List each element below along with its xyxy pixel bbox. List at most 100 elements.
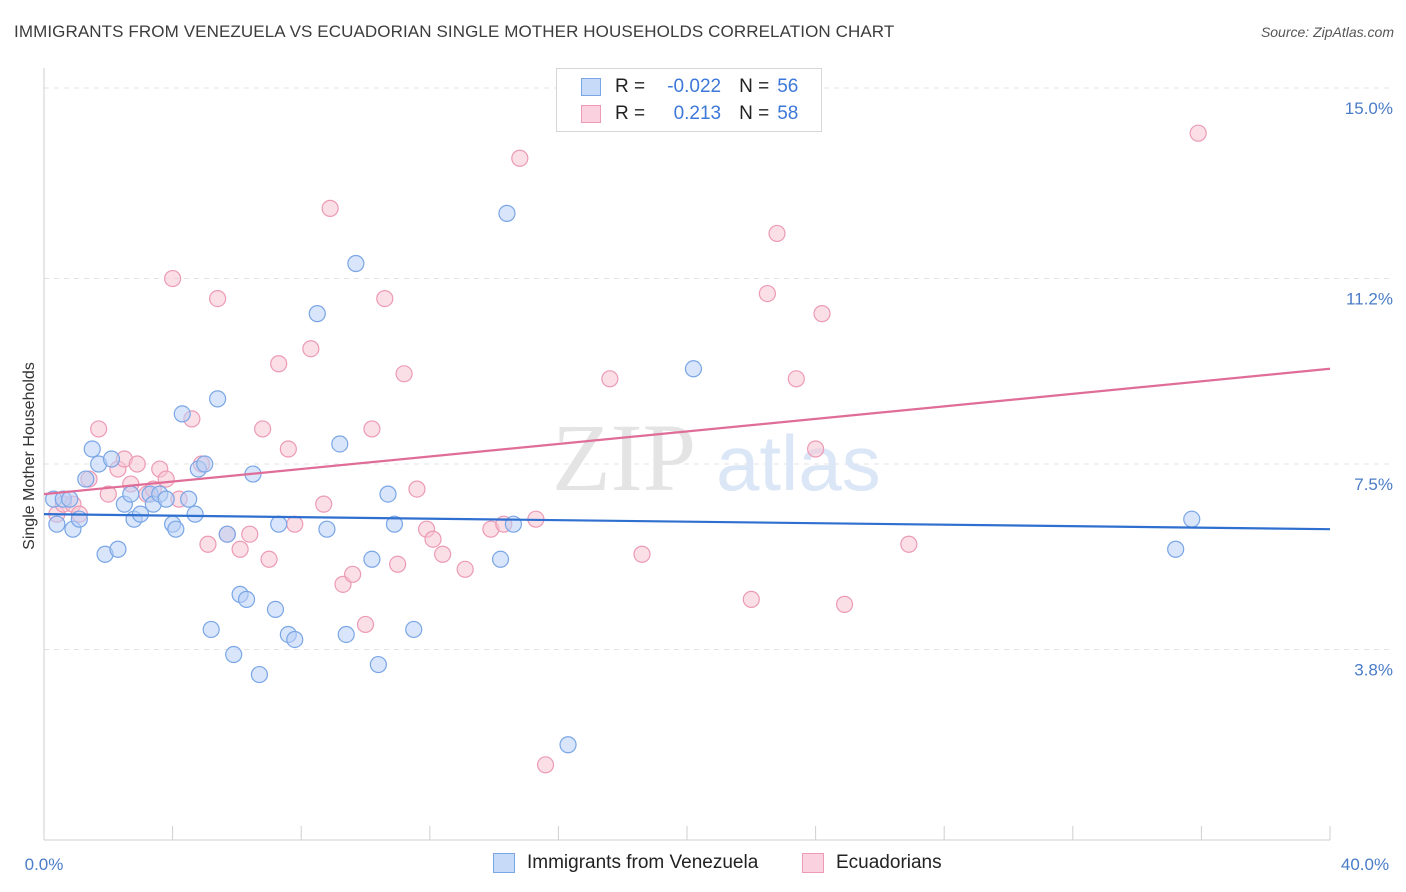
ecuadorian-point: [254, 420, 272, 438]
ecuadorian-point: [806, 440, 825, 458]
venezuela-point: [385, 515, 404, 533]
ecuadorian-point: [128, 455, 146, 473]
ecuadorian-point: [900, 535, 918, 553]
watermark-atlas: atlas: [716, 419, 881, 507]
ecuadorian-point: [511, 149, 529, 167]
ecuadorian-point: [157, 470, 175, 488]
legend-label-venezuela: Immigrants from Venezuela: [527, 852, 759, 873]
ecuadorian-point: [279, 440, 297, 458]
venezuela-point: [379, 485, 397, 503]
venezuela-point: [286, 630, 304, 649]
ecuadorian-point: [344, 565, 362, 583]
ecuadorian-point: [758, 284, 776, 303]
legend-swatch-pink: [802, 853, 824, 873]
venezuela-point: [122, 485, 140, 503]
legend-n-value: 58: [777, 103, 799, 124]
ecuadorian-point: [813, 305, 831, 323]
ecuadorian-point: [633, 545, 651, 563]
ecuadorian-point: [389, 555, 407, 573]
venezuela-point: [237, 590, 256, 608]
venezuela-point: [337, 625, 355, 644]
ecuadorian-point: [424, 530, 442, 548]
venezuela-point: [48, 515, 66, 533]
ecuadorian-point: [90, 420, 108, 438]
ecuadorian-point: [286, 515, 304, 533]
ecuadorian-point: [768, 224, 786, 243]
ecuadorian-point: [787, 370, 805, 388]
y-tick-labels: 3.8% 7.5% 11.2% 15.0%: [1345, 99, 1393, 679]
venezuela-point: [270, 515, 288, 533]
y-axis-label: Single Mother Households: [21, 362, 38, 550]
venezuela-point: [180, 490, 198, 508]
x-tick-label-min: 0.0%: [25, 855, 64, 874]
venezuela-point: [363, 550, 381, 568]
venezuela-point: [559, 736, 577, 754]
ecuadorian-point: [536, 756, 555, 774]
y-tick-label: 7.5%: [1354, 475, 1393, 494]
venezuela-point: [308, 305, 326, 323]
chart-title: IMMIGRANTS FROM VENEZUELA VS ECUADORIAN …: [14, 22, 895, 41]
venezuela-point: [225, 645, 243, 664]
venezuela-point: [498, 204, 516, 222]
legend-r-value: 0.213: [673, 103, 722, 124]
grid-lines: [44, 87, 1392, 651]
ecuadorian-point: [601, 370, 619, 388]
ecuadorian-point: [164, 269, 182, 288]
series-legend: Immigrants from Venezuela Ecuadorians: [0, 852, 1406, 878]
ecuadorian-point: [1189, 124, 1207, 142]
ecuadorian-point: [321, 199, 339, 217]
ecuadorian-point: [270, 355, 288, 373]
venezuela-point: [331, 435, 349, 453]
legend-n-value: 56: [777, 76, 799, 97]
venezuela-point: [83, 440, 101, 458]
legend-label-ecuadorians: Ecuadorians: [836, 852, 942, 873]
ecuadorian-point: [231, 540, 249, 558]
legend-r-label: R =: [615, 103, 646, 124]
ecuadorian-point: [395, 365, 413, 383]
legend-r-label: R =: [615, 76, 646, 97]
ecuadorian-point: [363, 420, 381, 438]
venezuela-point: [218, 525, 236, 543]
trend-lines: [43, 367, 1331, 531]
venezuela-point: [173, 405, 191, 423]
venezuela-point: [157, 490, 175, 508]
y-tick-label: 11.2%: [1346, 290, 1393, 309]
stats-legend: R = -0.022 N = 56 R = 0.213 N = 58: [556, 68, 822, 132]
y-tick-label: 15.0%: [1345, 99, 1393, 118]
venezuela-point: [491, 550, 510, 568]
ecuadorian-point: [376, 289, 394, 308]
legend-r-value: -0.022: [667, 76, 722, 97]
venezuela-point: [405, 620, 423, 639]
ecuadorian-trend-line: [43, 367, 1331, 496]
ecuadorians-points: [48, 124, 1207, 774]
venezuela-trend-line: [43, 513, 1331, 531]
legend-n-label: N =: [739, 103, 770, 124]
source-label: Source: ZipAtlas.com: [1260, 24, 1394, 40]
venezuela-point: [77, 470, 95, 488]
venezuela-point: [684, 360, 703, 378]
legend-item-venezuela: Immigrants from Venezuela: [493, 852, 758, 874]
y-tick-label: 3.8%: [1354, 661, 1393, 680]
venezuela-point: [186, 505, 204, 523]
venezuela-point: [102, 450, 121, 468]
legend-n-label: N =: [739, 76, 770, 97]
ecuadorian-point: [434, 545, 452, 563]
venezuela-point: [209, 390, 227, 408]
ecuadorian-point: [241, 525, 259, 543]
ecuadorian-point: [408, 480, 426, 498]
venezuela-point: [167, 520, 185, 538]
venezuela-points: [45, 204, 1201, 754]
legend-swatch-pink: [581, 105, 601, 123]
ecuadorian-point: [356, 615, 375, 634]
venezuela-point: [109, 540, 127, 558]
legend-item-ecuadorians: Ecuadorians: [802, 852, 942, 874]
watermark-zip: ZIP: [552, 404, 696, 511]
venezuela-point: [1183, 510, 1201, 528]
legend-swatch-blue: [581, 78, 601, 96]
x-ticks: [43, 826, 1331, 840]
venezuela-point: [318, 520, 336, 538]
legend-swatch-blue: [493, 853, 515, 873]
ecuadorian-point: [209, 289, 227, 308]
ecuadorian-point: [835, 595, 854, 613]
